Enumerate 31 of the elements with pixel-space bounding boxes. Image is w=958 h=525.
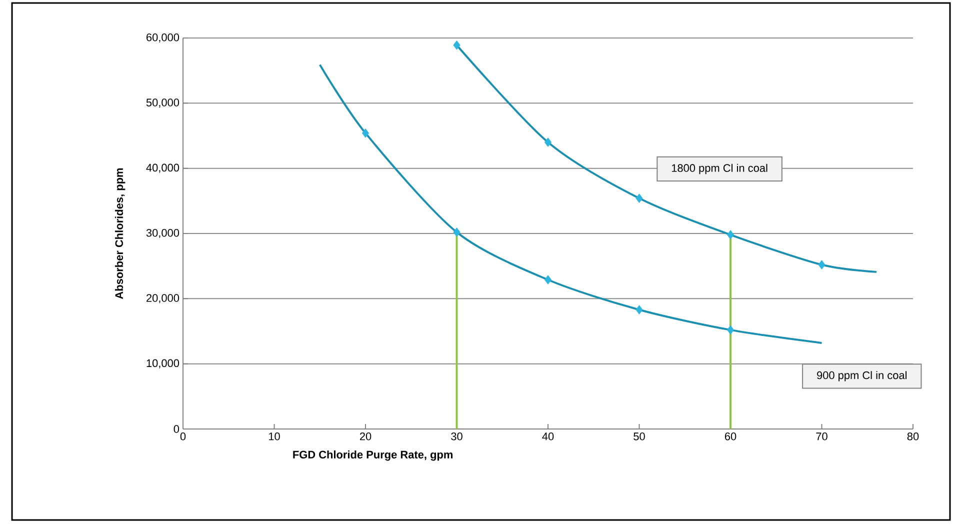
y-tick-label: 10,000 xyxy=(146,359,180,368)
x-tick-label: 70 xyxy=(816,432,828,440)
y-tick-label: 30,000 xyxy=(146,228,180,238)
x-axis-title: FGD Chloride Purge Rate, gpm xyxy=(293,450,452,461)
x-tick-label: 20 xyxy=(360,432,372,440)
point xyxy=(362,128,370,138)
y-tick-label: 60,000 xyxy=(146,33,180,43)
point xyxy=(544,138,552,147)
x-tick-label: 40 xyxy=(542,432,554,440)
point xyxy=(544,275,552,284)
x-tick-label: 10 xyxy=(268,432,280,440)
y-tick-label: 0 xyxy=(174,425,180,433)
x-tick-label: 80 xyxy=(907,432,919,440)
y-tick-label: 40,000 xyxy=(146,164,180,173)
point xyxy=(636,305,643,314)
point xyxy=(636,194,643,203)
point xyxy=(453,40,460,50)
point xyxy=(726,325,734,335)
x-tick-label: 0 xyxy=(180,432,186,440)
x-tick-label: 60 xyxy=(724,432,736,440)
point xyxy=(818,260,826,270)
x-tick-label: 50 xyxy=(634,432,645,440)
point xyxy=(453,228,460,237)
y-tick-label: 20,000 xyxy=(146,294,180,304)
y-axis-title: Absorber Chlorides, ppm xyxy=(114,168,126,299)
line-series xyxy=(318,64,823,344)
y-tick-label: 50,000 xyxy=(146,98,180,108)
annotation: 1800 ppm Cl in coal xyxy=(672,164,768,174)
point xyxy=(726,230,734,240)
x-tick-label: 30 xyxy=(451,432,462,440)
annotation: 900 ppm Cl in coal xyxy=(817,371,907,382)
